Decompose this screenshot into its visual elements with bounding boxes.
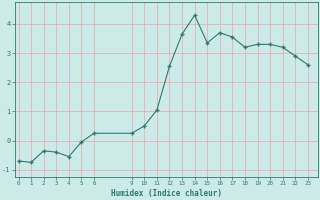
- X-axis label: Humidex (Indice chaleur): Humidex (Indice chaleur): [111, 189, 222, 198]
